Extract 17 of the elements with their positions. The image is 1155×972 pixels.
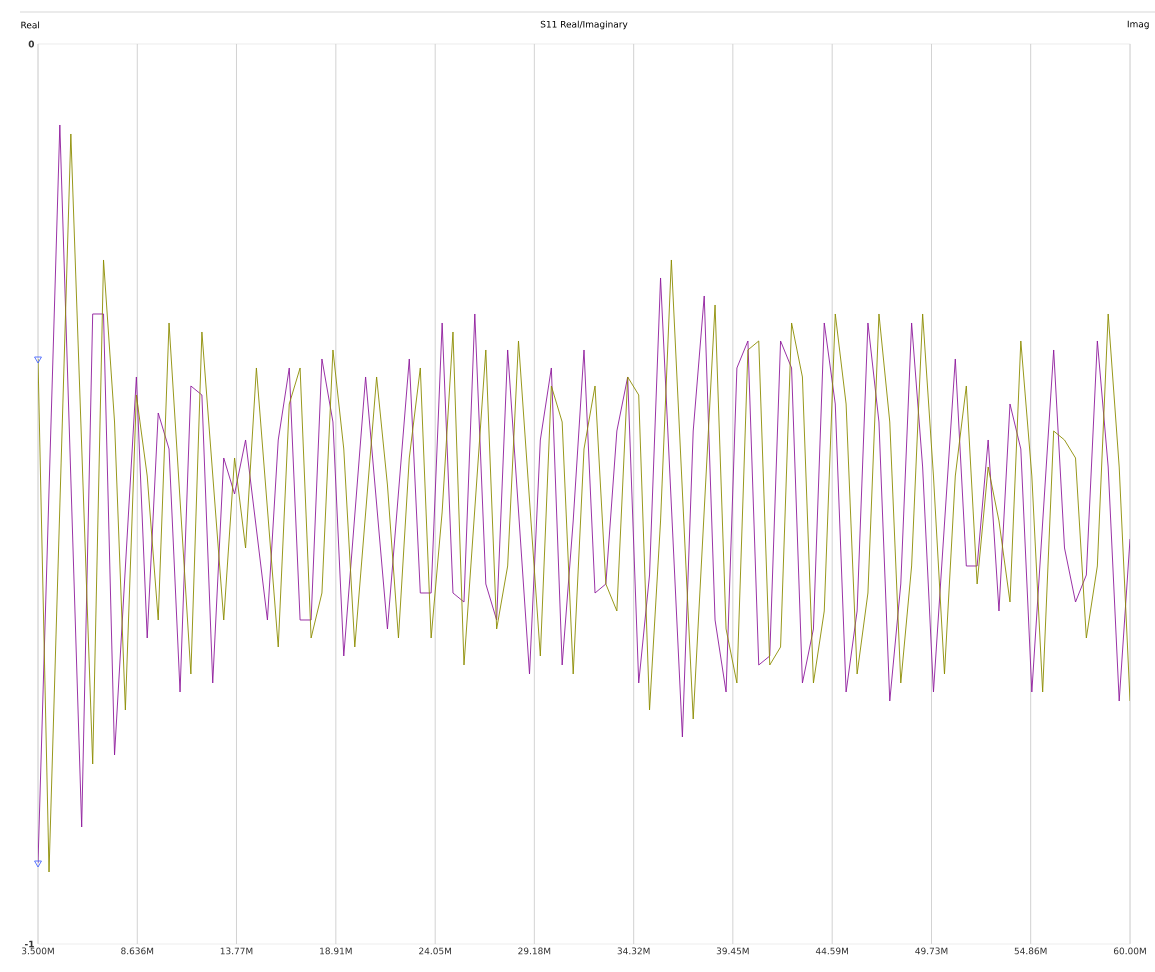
x-tick-label: 13.77M <box>220 947 253 955</box>
x-tick-label: 39.45M <box>716 947 749 955</box>
chart-title: S11 Real/Imaginary <box>540 20 628 30</box>
x-tick-label: 24.05M <box>419 947 451 955</box>
x-tick-label: 34.32M <box>617 947 650 955</box>
x-tick-label: 49.73M <box>915 947 948 955</box>
x-tick-label: 8.636M <box>121 947 154 955</box>
y-tick-label: -1 <box>25 940 34 948</box>
x-tick-label: 54.86M <box>1014 947 1047 955</box>
y2-axis-title: Imag <box>1127 20 1149 30</box>
y-tick-label: 0 <box>28 40 35 48</box>
x-tick-label: 29.18M <box>518 947 551 955</box>
x-tick-label: 18.91M <box>320 947 352 955</box>
x-tick-label: 3.500M <box>21 947 54 955</box>
y-axis-title: Real <box>21 21 40 29</box>
x-tick-label: 60.00M <box>1113 947 1146 955</box>
x-tick-label: 44.59M <box>815 947 848 955</box>
